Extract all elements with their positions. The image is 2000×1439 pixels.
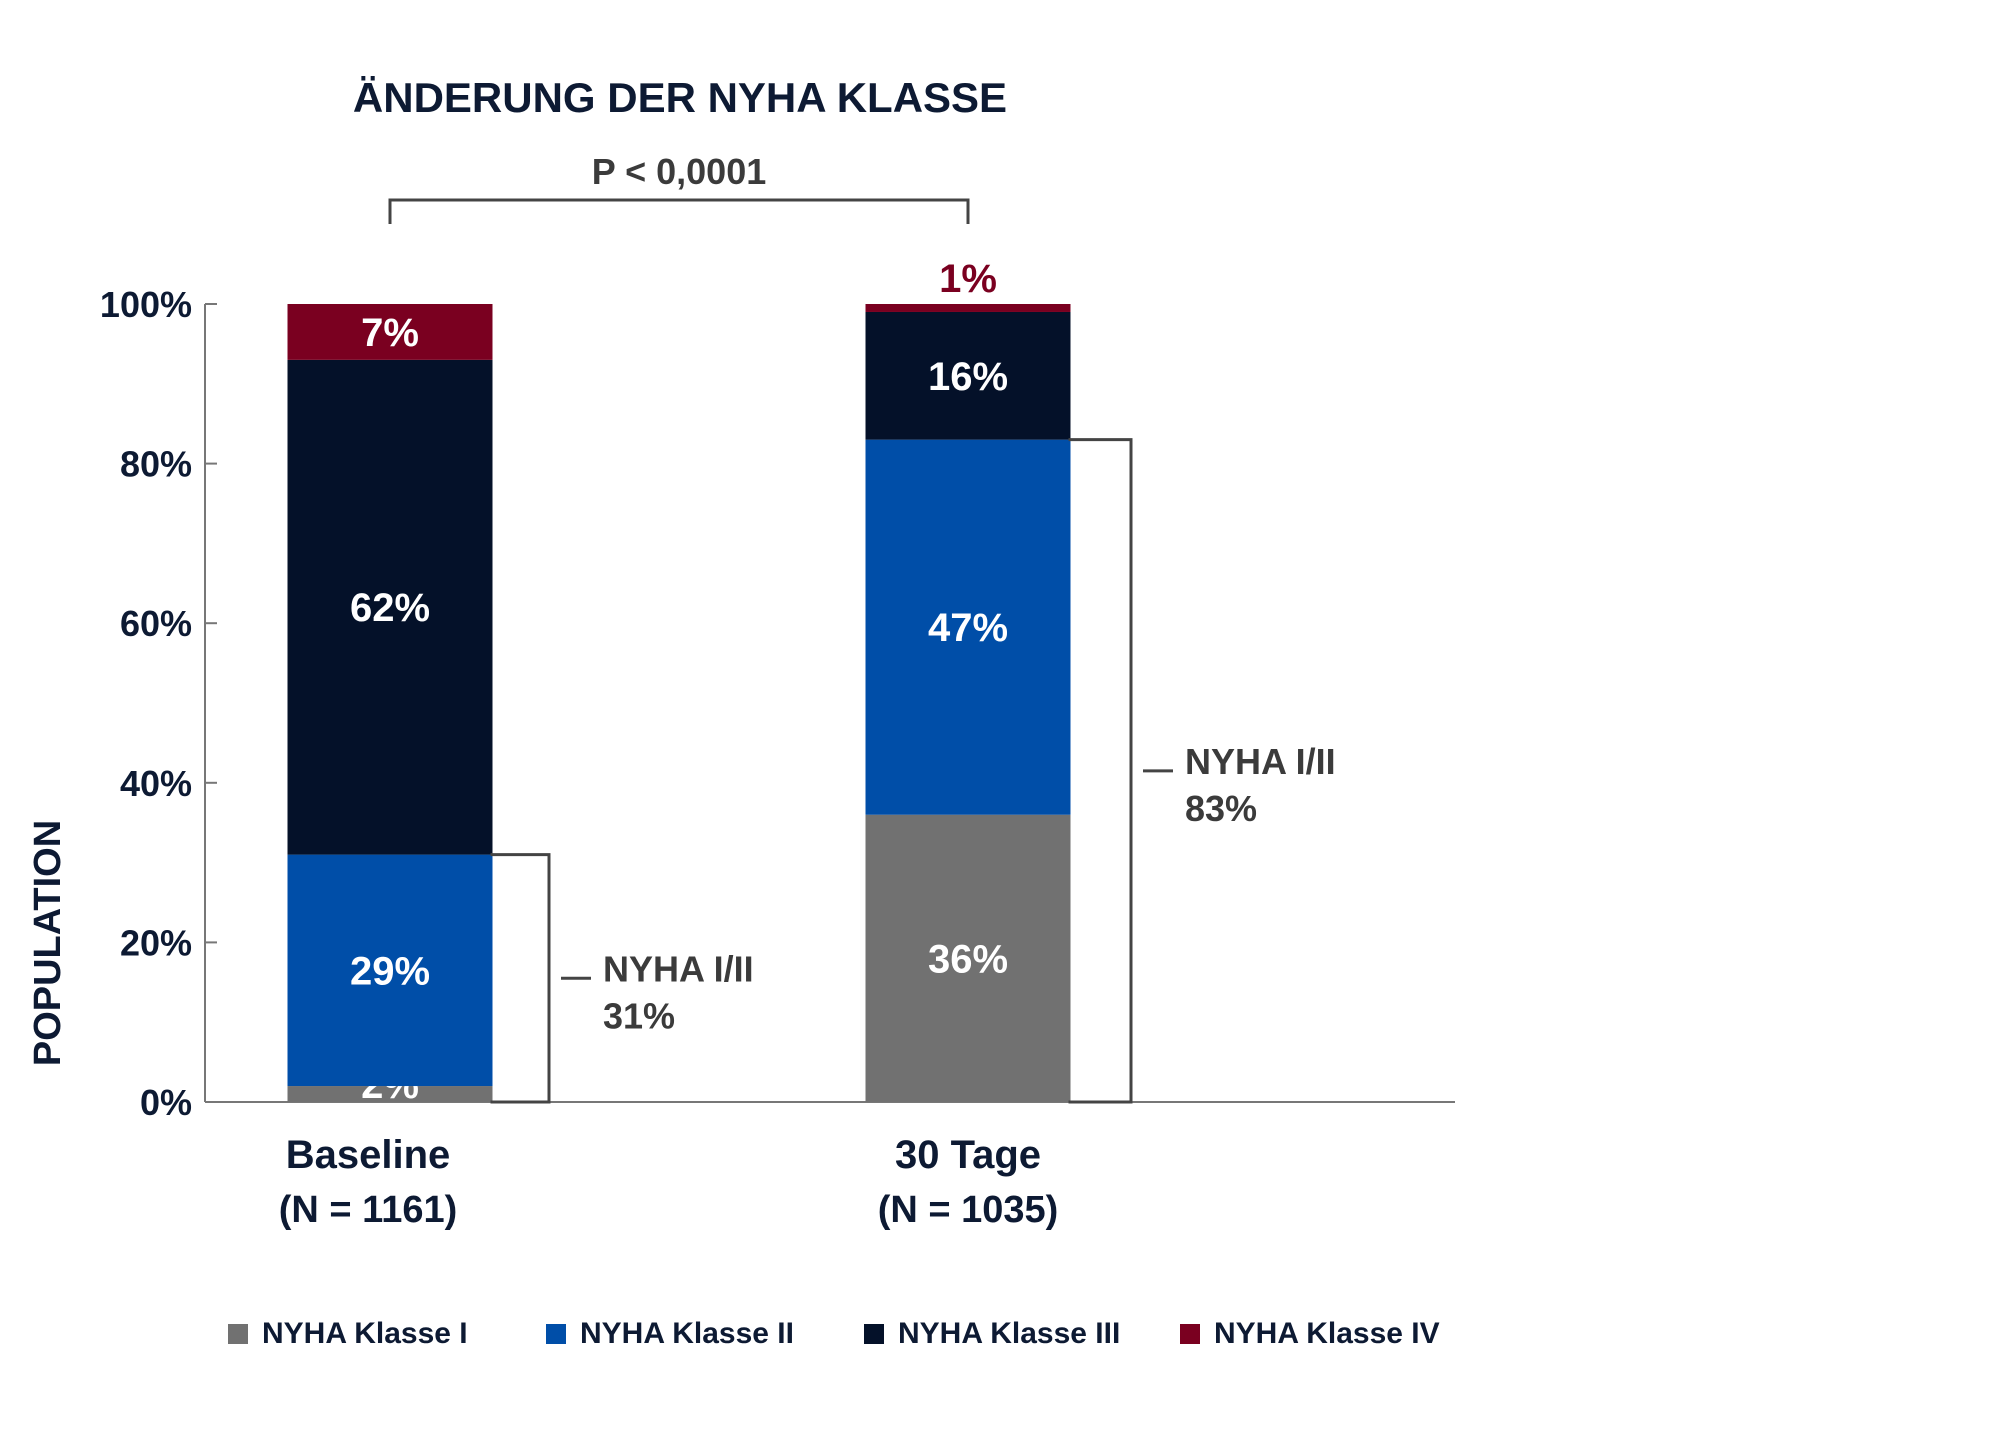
y-axis-label: POPULATION (27, 820, 69, 1066)
significance-bracket: P < 0,0001 (388, 151, 970, 224)
y-tick-label: 100% (100, 284, 192, 325)
legend-label: NYHA Klasse I (262, 1317, 468, 1350)
bar-segment (287, 359, 493, 855)
data-label: 29% (350, 949, 430, 993)
y-axis: 0% 20% 40% 60% 80% 100% (100, 284, 1455, 1123)
annotations: NYHA I/II 31% NYHA I/II 83% (490, 438, 1336, 1104)
x-axis-labels: Baseline (N = 1161) 30 Tage (N = 1035) (279, 1133, 1059, 1231)
data-label: 47% (928, 606, 1008, 650)
legend: NYHA Klasse I NYHA Klasse II NYHA Klasse I… (228, 1317, 1440, 1350)
annotation-label: NYHA I/II (603, 948, 754, 989)
legend-label: NYHA Klasse IV (1214, 1317, 1440, 1350)
bar-segment (865, 814, 1071, 1102)
bar-segment (287, 854, 493, 1087)
significance-bracket-line (388, 198, 970, 224)
data-label: 16% (928, 355, 1008, 399)
annotation-bracket (1068, 438, 1133, 1104)
bar-segment (865, 311, 1071, 440)
y-tick-label: 60% (120, 603, 192, 644)
bar-segment (865, 304, 1071, 312)
y-tick-label: 0% (140, 1082, 192, 1123)
category-sublabel: (N = 1161) (279, 1189, 458, 1231)
category-label: 30 Tage (895, 1133, 1041, 1177)
legend-swatch (228, 1324, 248, 1344)
category-label: Baseline (286, 1133, 451, 1177)
y-tick-label: 20% (120, 922, 192, 963)
legend-label: NYHA Klasse III (898, 1317, 1120, 1350)
data-label: 7% (361, 311, 419, 355)
bars: 2%29%62%7%36%47%16%1% (287, 257, 1071, 1107)
bar-segment (287, 1086, 493, 1102)
legend-swatch (1180, 1324, 1200, 1344)
chart-title: ÄNDERUNG DER NYHA KLASSE (353, 74, 1007, 121)
legend-label: NYHA Klasse II (580, 1317, 794, 1350)
data-label: 62% (350, 586, 430, 630)
y-tick-label: 40% (120, 763, 192, 804)
y-tick-label: 80% (120, 444, 192, 485)
legend-swatch (864, 1324, 884, 1344)
bar-segment (865, 439, 1071, 815)
annotation-bracket (490, 853, 551, 1104)
data-label: 36% (928, 937, 1008, 981)
legend-swatch (546, 1324, 566, 1344)
annotation-value: 31% (603, 995, 675, 1036)
category-sublabel: (N = 1035) (878, 1189, 1059, 1231)
significance-label: P < 0,0001 (592, 151, 767, 192)
annotation-value: 83% (1185, 788, 1257, 829)
bar-segment (287, 304, 493, 360)
annotation-label: NYHA I/II (1185, 741, 1336, 782)
data-label: 1% (939, 257, 997, 301)
